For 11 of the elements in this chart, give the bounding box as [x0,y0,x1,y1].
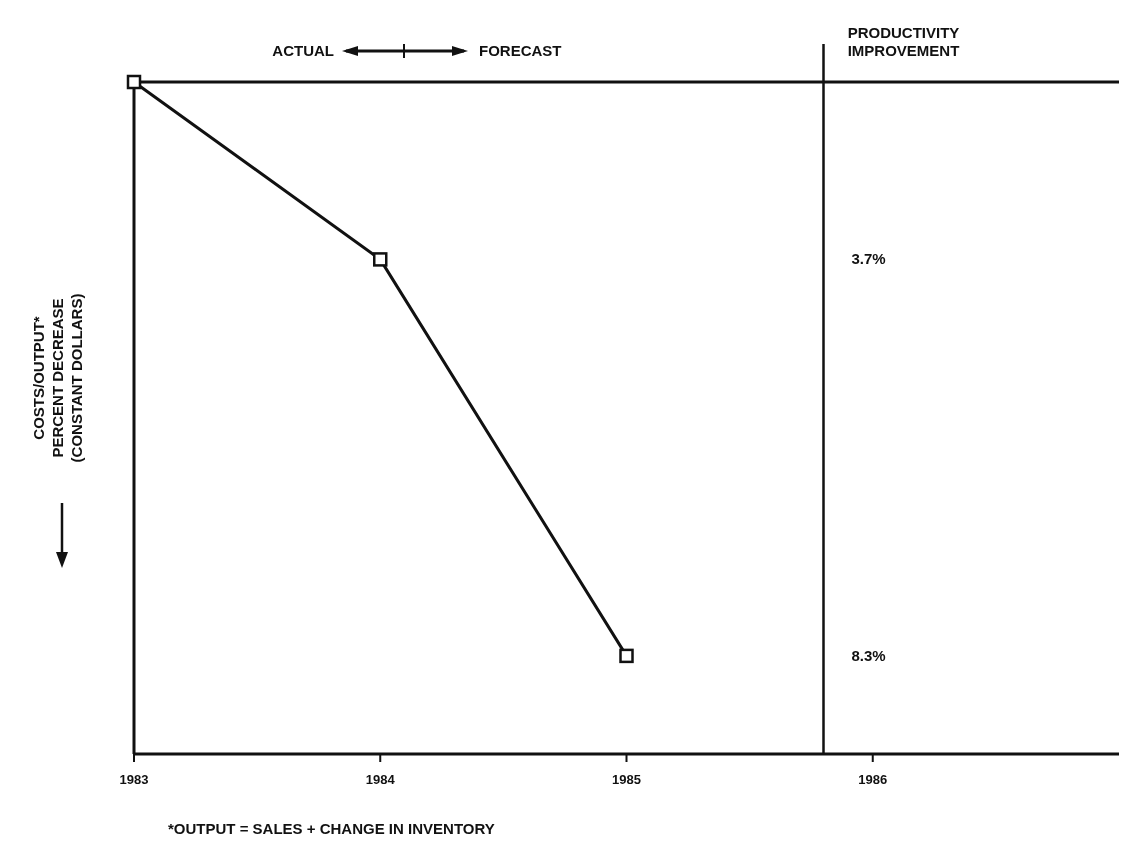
text: FORECAST [479,42,562,59]
annotation: 8.3% [851,646,886,664]
text: ACTUAL [272,42,334,59]
annotation: 3.7% [851,250,886,268]
x-tick-label: 1984 [365,772,396,787]
text: *OUTPUT = SALES + CHANGE IN INVENTORY [168,820,495,837]
text: PRODUCTIVITY IMPROVEMENT [847,24,960,59]
y-axis-title: COSTS/OUTPUT* PERCENT DECREASE (CONSTANT DOLLARS) [30,293,85,463]
x-tick-label: 1983 [119,772,149,787]
x-tick-label: 1986 [858,772,888,787]
x-tick-label: 1985 [612,772,641,787]
